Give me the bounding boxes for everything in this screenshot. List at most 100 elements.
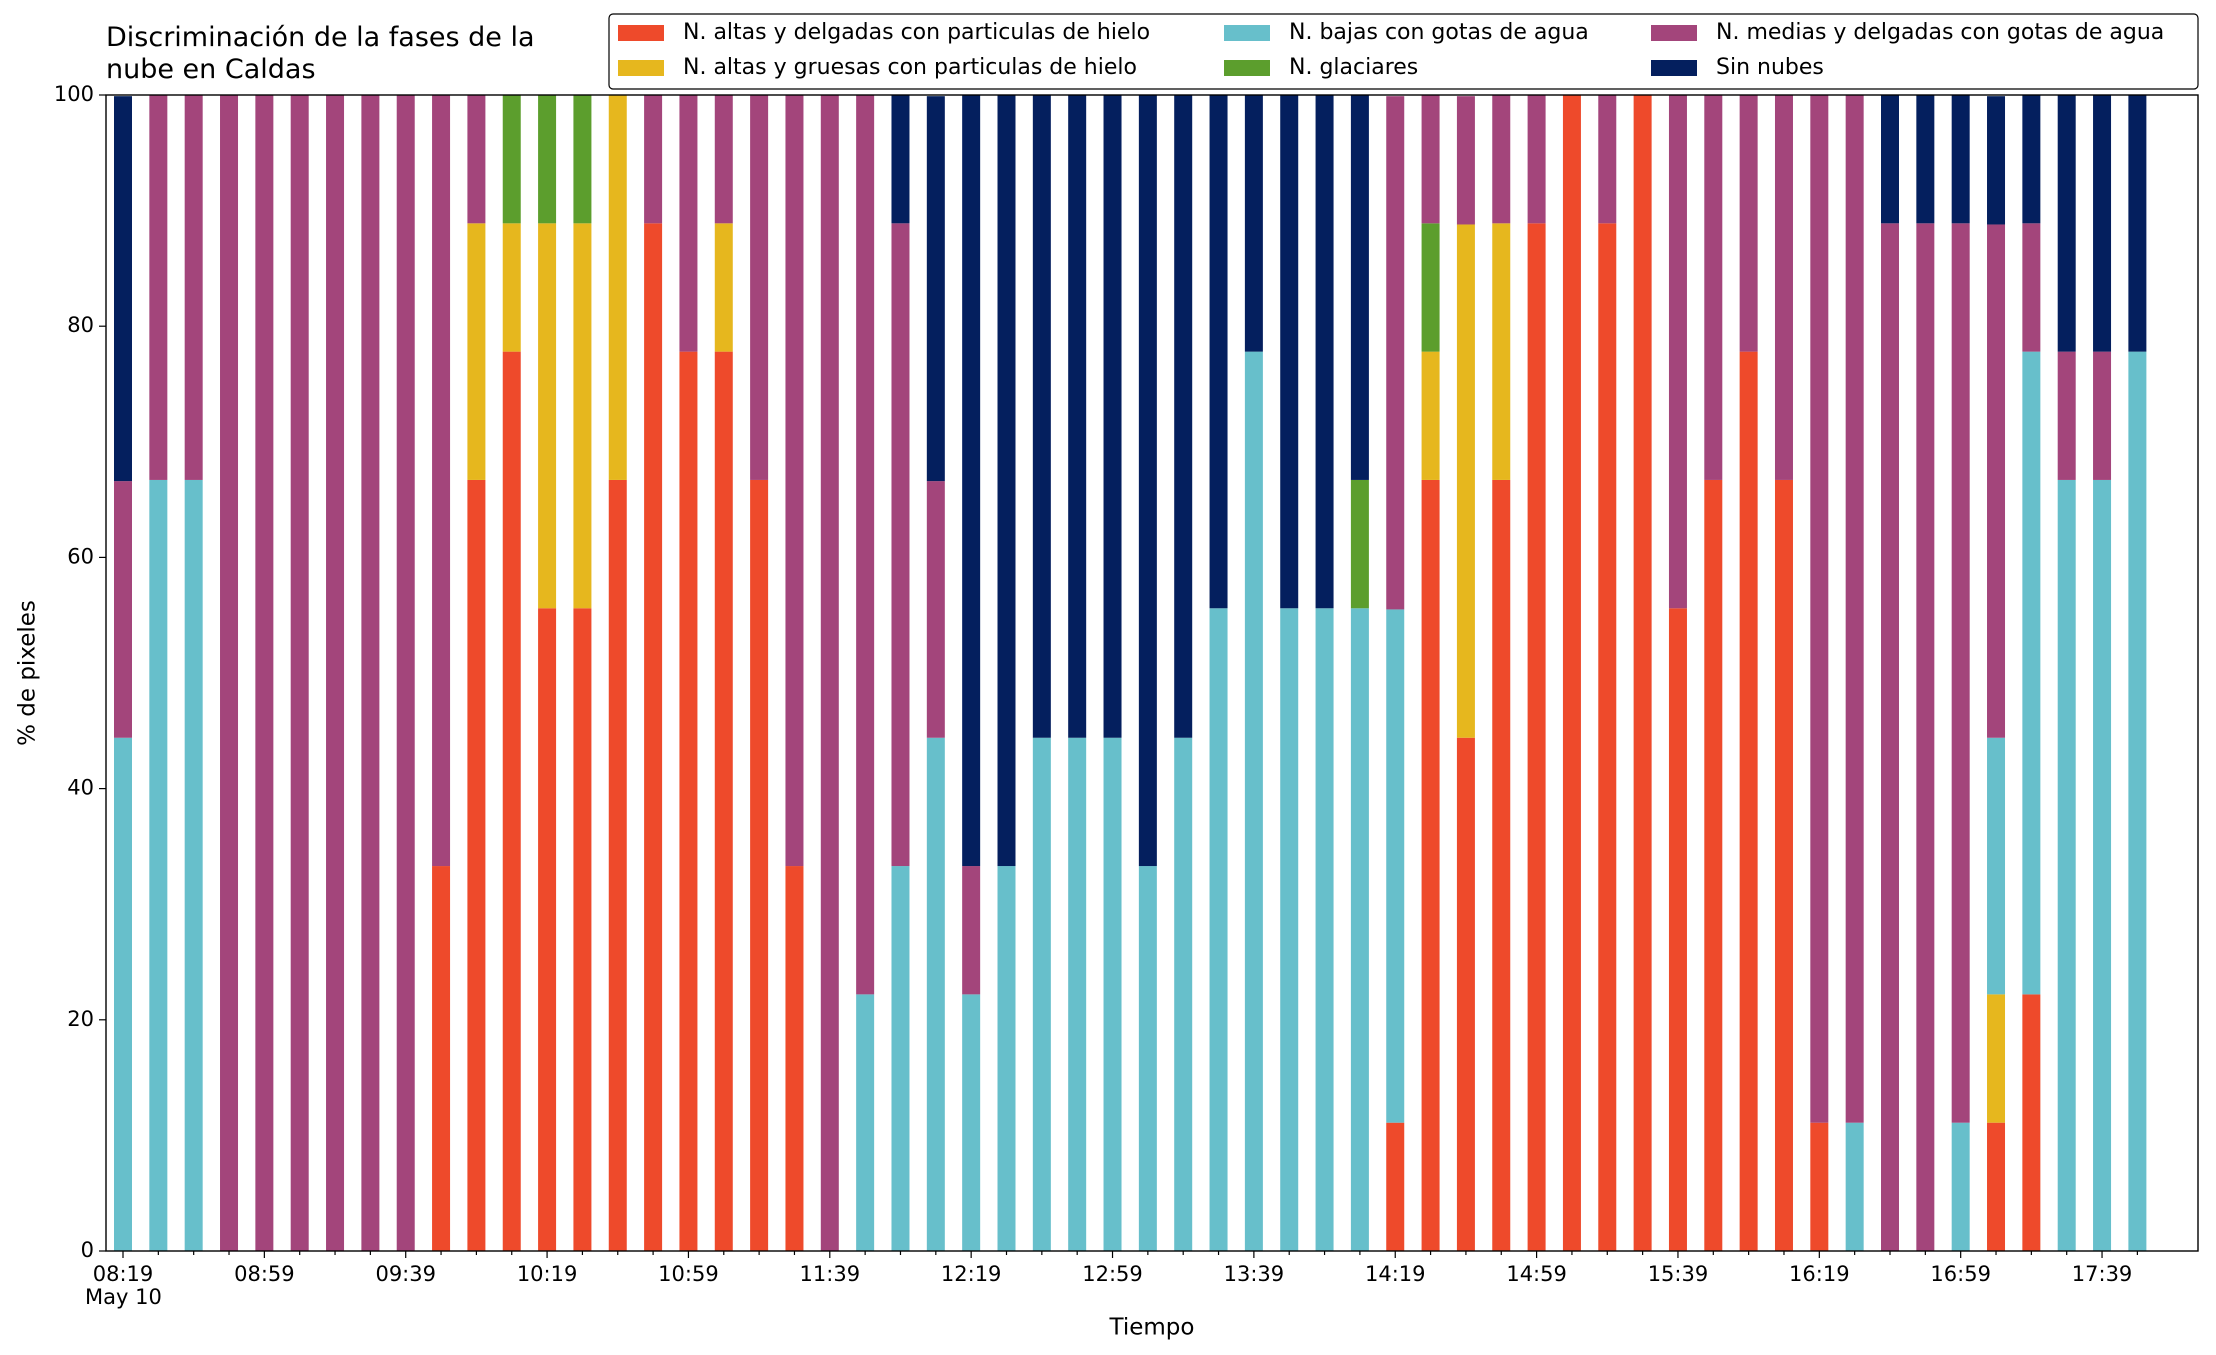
bar-segment — [926, 481, 945, 738]
bar-segment — [1280, 95, 1299, 609]
bar-segment — [1739, 351, 1758, 1252]
legend-label: N. bajas con gotas de agua — [1289, 20, 1589, 45]
x-date-label: May 10 — [85, 1285, 162, 1309]
bar-segment — [785, 866, 804, 1251]
bar-segment — [1492, 223, 1511, 480]
bar-segment — [255, 95, 274, 1251]
bar-segment — [891, 95, 910, 224]
x-tick-label: 11:39 — [800, 1262, 861, 1286]
bar-segment — [997, 866, 1016, 1251]
bar-segment — [1350, 479, 1369, 609]
bar-segment — [1174, 95, 1193, 738]
legend-swatch — [618, 25, 664, 41]
bar-segment — [644, 223, 663, 1251]
bar-segment — [1527, 223, 1546, 1251]
x-tick-label: 13:39 — [1224, 1262, 1285, 1286]
plot-frame — [105, 94, 2199, 1252]
y-tick-label: 60 — [67, 544, 94, 568]
bar-segment — [1421, 479, 1440, 1251]
bar-segment — [1103, 95, 1122, 738]
bar-segment — [679, 95, 698, 352]
bar-segment — [750, 479, 769, 1251]
bar-segment — [1987, 1122, 2006, 1251]
x-tick-label: 08:19 — [93, 1262, 154, 1286]
x-tick-label: 16:19 — [1789, 1262, 1850, 1286]
bar-segment — [1845, 1122, 1864, 1251]
bar-segment — [290, 95, 309, 1251]
bar-segment — [1739, 95, 1758, 352]
bar-segment — [856, 994, 875, 1251]
legend-label: N. altas y delgadas con particulas de hi… — [683, 20, 1150, 45]
bar-segment — [644, 95, 663, 224]
bar-segment — [2128, 351, 2147, 1252]
bar-segment — [432, 866, 451, 1251]
bar-segment — [1916, 95, 1935, 224]
bar-segment — [1633, 95, 1652, 1251]
bar-segment — [608, 479, 627, 1251]
bar-segment — [1386, 96, 1405, 610]
bar-segment — [1810, 95, 1829, 1123]
bar-segment — [785, 95, 804, 867]
legend-box — [608, 13, 2199, 90]
x-tick-label: 12:59 — [1082, 1262, 1143, 1286]
bar-segment — [1421, 95, 1440, 224]
y-tick-label: 100 — [54, 82, 94, 106]
bar-segment — [608, 95, 627, 480]
bar-segment — [573, 608, 592, 1251]
bar-segment — [1386, 609, 1405, 1123]
bar-segment — [1987, 96, 2006, 225]
x-tick-label: 10:19 — [517, 1262, 578, 1286]
bar-segment — [1668, 608, 1687, 1251]
bar-segment — [1315, 95, 1334, 609]
bar-segment — [856, 95, 875, 995]
bar-segment — [149, 95, 168, 480]
bar-segment — [2022, 223, 2041, 352]
y-tick-label: 0 — [81, 1238, 94, 1262]
bar-segment — [891, 223, 910, 867]
x-tick-label: 15:39 — [1648, 1262, 1709, 1286]
x-tick-label: 17:39 — [2072, 1262, 2133, 1286]
bar-segment — [679, 351, 698, 1252]
bar-segment — [1881, 95, 1899, 224]
y-axis-label: % de pixeles — [15, 600, 41, 746]
bar-segment — [361, 95, 380, 1251]
bar-segment — [114, 481, 132, 738]
bar-segment — [2057, 351, 2076, 480]
bar-segment — [1881, 223, 1899, 1251]
bar-segment — [714, 351, 733, 1252]
bar-segment — [1951, 223, 1970, 1123]
bar-segment — [1138, 95, 1157, 867]
bar-segment — [1598, 223, 1617, 1251]
bar-segment — [1845, 95, 1864, 1123]
bar-segment — [1244, 351, 1263, 1252]
x-tick-label: 14:19 — [1365, 1262, 1426, 1286]
bar-segment — [1032, 95, 1051, 738]
bar-segment — [1492, 479, 1511, 1251]
bar-segment — [1421, 351, 1440, 480]
bar-segment — [2022, 351, 2041, 995]
bar-segment — [1704, 479, 1723, 1251]
bar-segment — [926, 737, 945, 1251]
bar-segment — [750, 95, 769, 480]
legend-swatch — [1651, 60, 1697, 76]
bar-segment — [220, 95, 239, 1251]
bar-segment — [1138, 866, 1157, 1251]
bar-segment — [1350, 95, 1369, 480]
bar-segment — [1456, 96, 1475, 225]
bar-segment — [1032, 737, 1051, 1251]
bar-segment — [2128, 95, 2147, 352]
bar-segment — [714, 95, 733, 224]
bar-segment — [1350, 608, 1369, 1251]
bar-segment — [1244, 95, 1263, 352]
bar-segment — [538, 95, 557, 224]
bar-segment — [1456, 737, 1475, 1251]
bar-segment — [1068, 737, 1087, 1251]
bar-segment — [432, 95, 451, 867]
x-tick-label: 14:59 — [1506, 1262, 1567, 1286]
bar-segment — [2057, 95, 2076, 352]
bar-segment — [1209, 608, 1228, 1251]
bar-segment — [962, 994, 981, 1251]
bar-segment — [1068, 95, 1087, 738]
legend-swatch — [1224, 60, 1270, 76]
